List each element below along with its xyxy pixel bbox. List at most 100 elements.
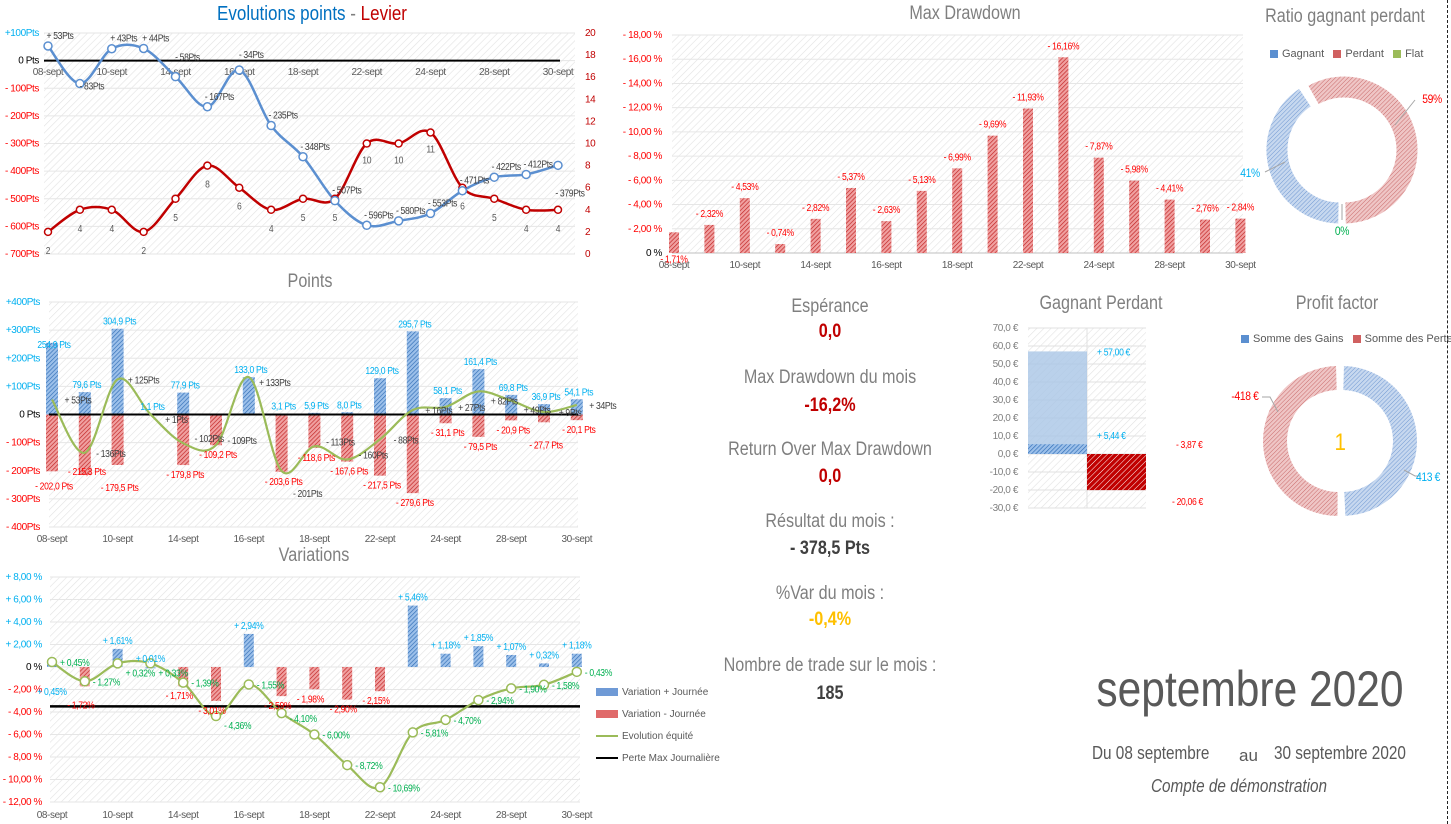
y-tick-label: +300Pts (6, 325, 41, 336)
drawdown-label: - 9,69% (979, 120, 1007, 131)
net-label: + 9Pts (559, 408, 582, 419)
x-tick-label: 18-sept (288, 67, 319, 78)
drawdown-label: - 11,93% (1013, 93, 1044, 104)
y-tick-label: - 4,00 % (628, 200, 663, 211)
y-right-tick-label: 10 (585, 139, 596, 150)
evolution-chart-title: Evolutions points - Levier (185, 3, 440, 26)
negative-bar (78, 414, 91, 476)
y-tick-label: -30,0 € (990, 503, 1019, 514)
variation-plus-bar (440, 653, 451, 667)
y-tick-label: - 10,00 % (3, 775, 43, 786)
negative-bar (46, 414, 58, 472)
evolution-point (234, 65, 244, 75)
gagnant-perdant-chart: 70,0 € 60,0 € 50,0 € 40,0 € 30,0 € 20,0 € 10,0… (990, 323, 1204, 514)
perdant-value-label: 59% (1422, 92, 1442, 106)
evolution-label: - 34Pts (239, 50, 264, 61)
drawdown-label: - 6,99% (944, 152, 972, 163)
evolution-point (266, 120, 276, 131)
y-right-tick-label: 14 (585, 94, 596, 105)
y-tick-label: 0 % (26, 662, 43, 673)
drawdown-bar (1129, 180, 1140, 253)
y-tick-label: 0 Pts (19, 410, 40, 421)
legend-perte-max: Perte Max Journalière (596, 748, 720, 770)
net-label: - 201Pts (293, 489, 323, 500)
equity-point (407, 727, 419, 738)
positive-bar-label: 69,8 Pts (499, 383, 528, 394)
variation-plus-bar (506, 654, 517, 667)
resultat-label: Résultat du mois : (765, 511, 895, 532)
equity-label: - 5,81% (421, 728, 449, 739)
levier-label: 10 (362, 156, 372, 167)
net-label: + 27Pts (458, 403, 485, 414)
levier-point (171, 194, 180, 203)
variations-chart-title: Variations (278, 545, 350, 566)
levier-title-part: Levier (360, 3, 407, 25)
evolution-label: + 53Pts (47, 31, 74, 42)
y-tick-label: 0 % (646, 248, 663, 259)
net-label: + 125Pts (128, 375, 160, 386)
y-tick-label: 40,0 € (993, 377, 1019, 388)
equity-label: - 4,10% (290, 714, 318, 725)
levier-label: 5 (333, 213, 338, 224)
drawdown-bar (1164, 199, 1175, 253)
evolution-point (107, 43, 117, 54)
legend-swatch (1270, 50, 1278, 59)
evolution-label: - 422Pts (492, 162, 522, 173)
legend-perdant: Perdant (1333, 48, 1384, 60)
y-tick-label: - 200Pts (6, 466, 40, 477)
y-tick-label: +400Pts (6, 297, 41, 308)
levier-label: 5 (173, 213, 178, 224)
gagnant-slice (1265, 87, 1340, 225)
drawdown-bar (1058, 57, 1069, 254)
evolution-point (489, 172, 499, 182)
equity-label: - 1,39% (191, 679, 219, 690)
drawdown-bar (739, 198, 750, 253)
y-tick-label: 20,0 € (993, 413, 1019, 424)
net-label: - 102Pts (195, 434, 225, 445)
drawdown-label: - 2,76% (1191, 204, 1219, 215)
y-tick-label: + 4,00 % (5, 617, 42, 628)
evolution-point (43, 41, 53, 51)
variation-plus-label: + 1,18% (431, 641, 461, 652)
levier-label: 2 (46, 246, 51, 257)
y-tick-label: - 100Pts (5, 83, 39, 94)
levier-label: 10 (394, 156, 404, 167)
variation-plus-bar (571, 653, 582, 667)
positive-bar-label: 54,1 Pts (564, 387, 593, 398)
evolution-levier-chart: +100Pts 0 Pts - 100Pts - 200Pts - 300Pts - 40… (5, 28, 597, 260)
y-tick-label: - 16,00 % (623, 54, 663, 65)
positive-bar-label: 58,1 Pts (433, 386, 462, 397)
period-to-word: au (1239, 746, 1258, 765)
maxdd-label: Max Drawdown du mois (743, 367, 917, 388)
evolution-point (330, 195, 340, 206)
y-tick-label: - 500Pts (5, 194, 39, 205)
y-tick-label: 60,0 € (993, 341, 1019, 352)
perdant-avg-label: - 3,87 € (1176, 440, 1203, 451)
levier-label: 2 (141, 246, 146, 257)
variation-minus-bar (276, 667, 287, 697)
levier-label: 5 (492, 213, 497, 224)
perdant-label: - 20,06 € (1172, 497, 1204, 508)
y-right-tick-label: 20 (585, 28, 596, 39)
legend-label: Somme des Gains (1253, 333, 1344, 345)
negative-bar (439, 414, 452, 424)
y-right-tick-label: 6 (585, 183, 591, 194)
y-tick-label: - 100Pts (6, 438, 40, 449)
variation-plus-bar (407, 605, 418, 667)
evolution-label: - 553Pts (428, 198, 458, 209)
y-tick-label: -20,0 € (990, 485, 1019, 496)
equity-point (374, 782, 386, 793)
leader-line (1264, 161, 1286, 173)
y-tick-label: - 8,00 % (8, 752, 43, 763)
negative-bar-label: - 27,7 Pts (529, 440, 563, 451)
profit-factor-title: Profit factor (1295, 293, 1379, 314)
legend-label: Somme des Pertes (1364, 333, 1451, 345)
negative-bar (538, 414, 550, 423)
variation-minus-bar (211, 667, 221, 701)
points-chart-title: Points (287, 271, 333, 292)
negative-bar (505, 414, 518, 421)
variation-minus-bar (178, 667, 189, 687)
x-tick-label: 24-sept (430, 810, 461, 821)
y-tick-label: - 12,00 % (623, 103, 663, 114)
variation-minus-label: - 3,01% (198, 706, 226, 717)
